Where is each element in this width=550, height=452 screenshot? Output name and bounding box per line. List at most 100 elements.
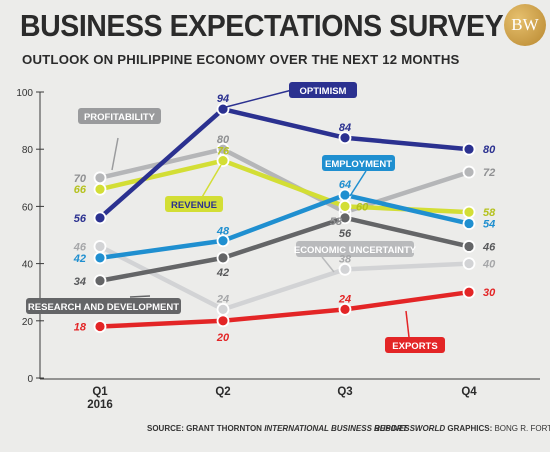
data-point [93,182,107,196]
data-label: 24 [338,293,351,305]
data-label: 80 [217,134,230,146]
data-point [338,302,352,316]
x-tick-label: Q4 [461,386,477,398]
economic-uncertainty-label-tag [296,241,414,257]
data-point [216,102,230,116]
y-tick-label: 100 [16,88,33,99]
data-label: 54 [483,219,495,231]
series-line [97,106,472,221]
data-label: 42 [73,253,86,265]
data-label: 48 [216,226,230,238]
data-label: 20 [216,332,230,344]
source-prefix: SOURCE: GRANT THORNTON [147,424,265,433]
data-label: 70 [74,173,87,185]
credits-name: BONG R. FORTIN [494,424,550,433]
credits-brand: BUSINESSWORLD [374,424,446,433]
data-label: 42 [216,267,229,279]
data-label: 46 [482,241,496,253]
data-point [216,302,230,316]
data-label: 58 [330,216,343,228]
data-point [216,154,230,168]
data-point [462,165,476,179]
exports-label-tag [385,337,445,353]
economic-uncertainty-label: ECONOMIC UNCERTAINTY [294,245,417,256]
label-connector [225,89,293,108]
optimism-label-tag [289,82,357,98]
data-label: 60 [356,201,369,213]
x-tick-label: Q1 [92,386,108,398]
data-point [462,142,476,156]
x-tick-label: 2016 [87,399,113,411]
data-label: 40 [482,259,496,271]
credits-suffix: GRAPHICS: [445,424,495,433]
data-label: 30 [483,287,496,299]
y-tick-label: 40 [22,260,34,271]
data-point [462,217,476,230]
label-connector [321,256,335,273]
data-point [93,320,107,333]
exports-label: EXPORTS [392,341,437,352]
label-connector [111,137,119,171]
data-point [338,199,352,213]
employment-label-tag [322,155,395,171]
research-and-development-label: RESEARCH AND DEVELOPMENT [28,302,179,313]
data-point [462,257,476,271]
data-point [93,240,107,253]
data-label: 66 [74,184,87,196]
data-point [338,262,352,276]
y-tick-label: 0 [27,374,33,385]
data-point [338,188,352,202]
label-connector [129,295,151,298]
data-label: 76 [217,146,230,158]
label-connector [349,170,367,197]
data-point [93,251,107,265]
series-line [97,146,472,215]
data-label: 34 [74,276,86,288]
data-label: 72 [483,167,495,179]
data-point [93,171,107,185]
x-tick-label: Q3 [337,386,352,398]
y-tick-label: 20 [22,317,34,328]
optimism-label: OPTIMISM [300,86,347,97]
chart-subtitle: OUTLOOK ON PHILIPPINE ECONOMY OVER THE N… [22,52,460,67]
data-label: 18 [74,322,87,334]
y-tick-label: 80 [22,145,34,156]
series-line [97,215,472,284]
data-label: 84 [339,122,351,134]
data-point [338,131,352,145]
y-tick-label: 60 [22,202,34,213]
data-label: 94 [217,93,229,105]
data-label: 24 [216,293,229,305]
data-point [462,240,476,253]
data-point [93,274,107,288]
data-point [216,234,230,248]
revenue-label-tag [165,196,223,212]
data-point [93,211,107,225]
series-line [97,244,472,312]
revenue-label: REVENUE [171,200,217,211]
data-label: 38 [339,253,352,265]
series-line [97,289,472,329]
data-point [338,211,352,225]
data-point [216,251,230,265]
series-line [97,192,472,261]
employment-label: EMPLOYMENT [325,159,392,170]
data-label: 56 [339,228,352,240]
data-label: 56 [74,213,87,225]
source-note: SOURCE: GRANT THORNTON INTERNATIONAL BUS… [147,424,407,433]
data-point [216,314,230,328]
businessworld-logo: BW [504,4,546,46]
research-and-development-label-tag [26,298,181,314]
graphics-credit: BUSINESSWORLD GRAPHICS: BONG R. FORTIN [374,424,550,433]
profitability-label-tag [78,108,161,124]
data-label: 80 [483,144,496,156]
data-point [462,205,476,219]
x-tick-label: Q2 [215,386,230,398]
profitability-label: PROFITABILITY [84,112,156,123]
chart-title: BUSINESS EXPECTATIONS SURVEY [20,8,504,43]
data-label: 46 [73,241,87,253]
data-label: 64 [339,179,351,191]
data-point [462,285,476,299]
data-label: 58 [483,207,496,219]
